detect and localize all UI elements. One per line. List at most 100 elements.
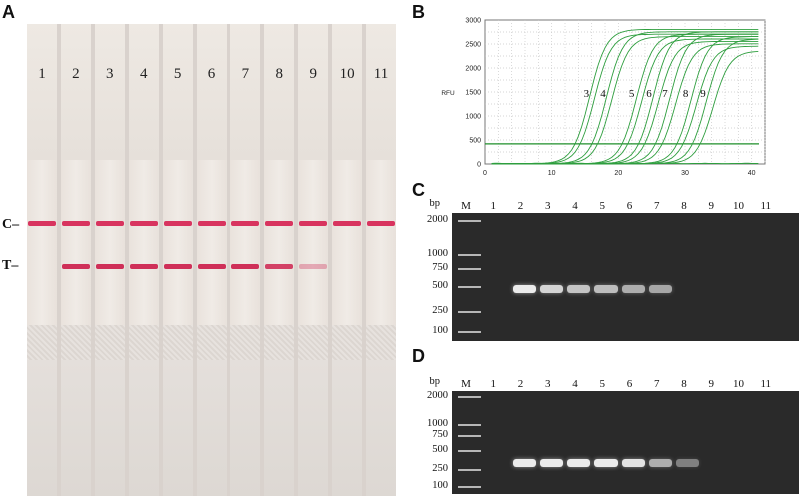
lane-label: 7 bbox=[654, 200, 660, 212]
ladder-band bbox=[458, 286, 482, 289]
lane-label: 6 bbox=[626, 378, 633, 390]
strip-number: 3 bbox=[106, 66, 114, 82]
curve-label: 8 bbox=[683, 88, 689, 100]
test-line-label: T– bbox=[2, 258, 19, 273]
ladder-band bbox=[458, 423, 482, 426]
test-strip: 6 bbox=[196, 24, 227, 496]
lane-label: M bbox=[461, 378, 471, 390]
sample-band bbox=[648, 284, 672, 293]
y-tick-label: 2000 bbox=[465, 66, 481, 73]
sample-band bbox=[648, 459, 672, 468]
lane-label: 9 bbox=[708, 200, 715, 212]
control-line bbox=[163, 221, 192, 226]
lane-label: 10 bbox=[733, 200, 744, 212]
strip-number: 2 bbox=[72, 66, 80, 82]
test-strip: 10 bbox=[332, 24, 363, 496]
test-strip: 8 bbox=[264, 24, 295, 496]
lane-label: 2 bbox=[517, 200, 524, 212]
curve-label: 6 bbox=[646, 88, 652, 100]
y-tick-label: 0 bbox=[477, 162, 481, 169]
test-line bbox=[197, 264, 226, 269]
test-strip: 9 bbox=[298, 24, 329, 496]
lane-label: 11 bbox=[760, 200, 772, 212]
ladder-label: 100 bbox=[432, 479, 448, 491]
ladder-label: 750 bbox=[432, 429, 448, 441]
control-line bbox=[367, 221, 395, 226]
test-line bbox=[61, 264, 90, 269]
ladder-label: 2000 bbox=[427, 390, 448, 402]
lane-label: 4 bbox=[572, 200, 578, 212]
sample-band bbox=[621, 459, 645, 468]
lane-label: 4 bbox=[572, 378, 578, 390]
ladder-label: 250 bbox=[432, 304, 448, 316]
y-tick-label: 2500 bbox=[465, 42, 481, 49]
test-line bbox=[95, 264, 124, 269]
lane-label: 8 bbox=[681, 200, 687, 212]
sample-band bbox=[676, 459, 700, 468]
sample-band bbox=[621, 284, 645, 293]
curve-label: 4 bbox=[600, 88, 606, 100]
lane-label: 6 bbox=[626, 200, 633, 212]
sample-band bbox=[594, 284, 618, 293]
lane-label: 3 bbox=[545, 200, 551, 212]
curve-label: 9 bbox=[700, 88, 706, 100]
test-strip: 5 bbox=[162, 24, 193, 496]
x-tick-label: 20 bbox=[614, 170, 622, 177]
lane-label: 3 bbox=[545, 378, 551, 390]
y-tick-label: 1500 bbox=[465, 90, 481, 97]
control-line bbox=[28, 221, 56, 226]
lane-label: 11 bbox=[760, 378, 772, 390]
lane-label: 1 bbox=[490, 378, 497, 390]
strip-number: 10 bbox=[339, 66, 355, 82]
strip-number: 5 bbox=[173, 66, 182, 82]
ladder-band bbox=[458, 435, 482, 438]
x-tick-label: 10 bbox=[548, 170, 556, 177]
test-strip: 4 bbox=[128, 24, 159, 496]
test-strip: 11 bbox=[366, 24, 396, 496]
panel-a-letter: A bbox=[2, 2, 15, 22]
test-line bbox=[265, 264, 294, 269]
strip-number: 6 bbox=[207, 66, 216, 82]
ladder-band bbox=[458, 485, 482, 488]
control-line bbox=[333, 221, 362, 226]
control-line bbox=[61, 221, 90, 226]
strip-number: 8 bbox=[275, 66, 284, 82]
ladder-label: 2000 bbox=[427, 213, 448, 225]
test-line bbox=[129, 264, 158, 269]
test-strip: 2 bbox=[60, 24, 91, 496]
ladder-label: 1000 bbox=[427, 248, 448, 260]
lane-label: 7 bbox=[654, 378, 660, 390]
strip-number: 1 bbox=[38, 66, 46, 82]
control-line bbox=[95, 221, 124, 226]
sample-band bbox=[539, 459, 563, 468]
lane-label: M bbox=[461, 200, 471, 212]
ladder-label: 750 bbox=[432, 262, 448, 274]
sample-band bbox=[567, 459, 591, 468]
y-tick-label: 500 bbox=[469, 138, 481, 145]
x-tick-label: 0 bbox=[483, 170, 487, 177]
ladder-band bbox=[458, 449, 482, 452]
lane-label: 5 bbox=[599, 378, 606, 390]
sample-band bbox=[539, 284, 563, 293]
panel-c-letter: C bbox=[412, 180, 425, 200]
lane-label: 9 bbox=[708, 378, 715, 390]
ladder-band bbox=[458, 310, 482, 313]
x-tick-label: 30 bbox=[681, 170, 689, 177]
strip-number: 7 bbox=[241, 66, 250, 82]
test-strip: 7 bbox=[230, 24, 261, 496]
panel-d-letter: D bbox=[412, 346, 425, 366]
strip-number: 11 bbox=[373, 66, 389, 82]
ladder-band bbox=[458, 268, 482, 271]
sample-band bbox=[567, 284, 591, 293]
panel-b-letter: B bbox=[412, 2, 425, 22]
gel-image bbox=[452, 213, 799, 341]
qpcr-amplification-chart: 0 10 20 30 40 0 500 1000 1500 2000 2500 3000 RFU 3 4 5 6… bbox=[441, 18, 766, 177]
test-line bbox=[163, 264, 192, 269]
curve-label: 5 bbox=[629, 88, 635, 100]
y-axis-label: RFU bbox=[441, 90, 455, 97]
ladder-band bbox=[458, 219, 482, 222]
bp-title: bp bbox=[429, 376, 441, 387]
y-tick-label: 3000 bbox=[465, 18, 481, 25]
ladder-label: 100 bbox=[432, 325, 448, 337]
ladder-label: 250 bbox=[432, 463, 448, 475]
